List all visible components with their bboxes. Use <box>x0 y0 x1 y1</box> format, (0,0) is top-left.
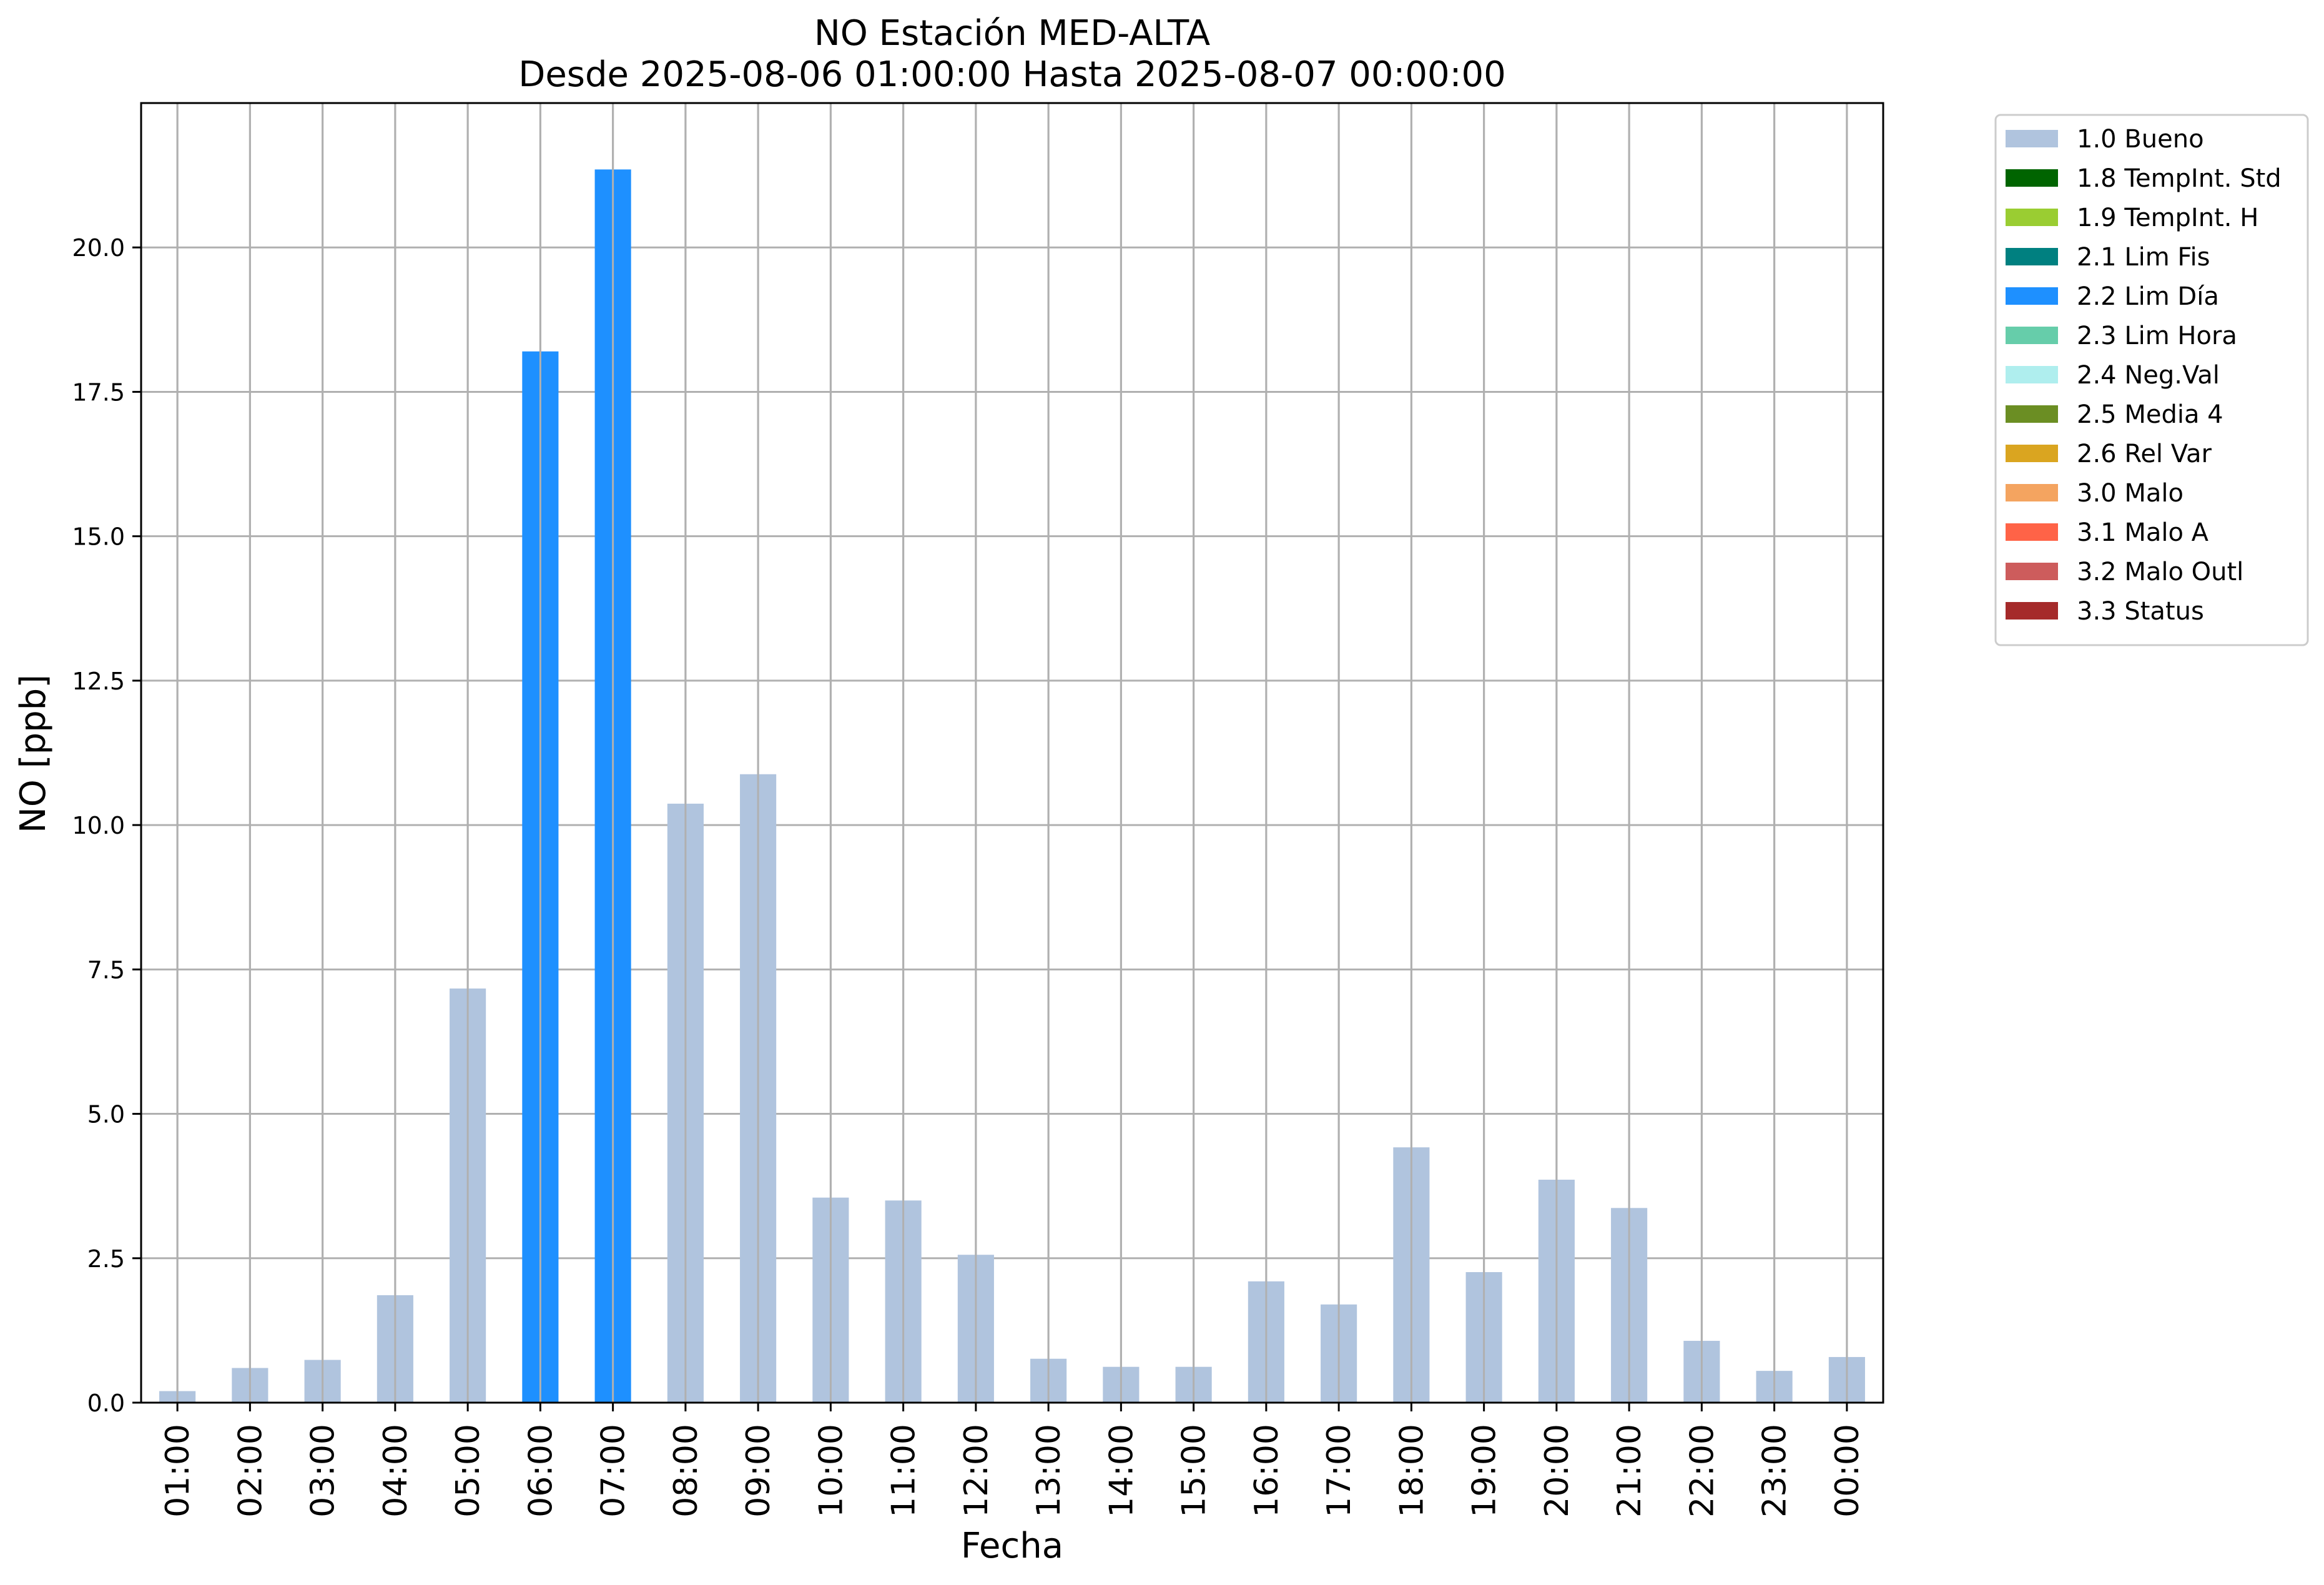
legend-swatch <box>2006 209 2058 226</box>
bars-layer <box>159 103 1865 1403</box>
y-tick-label: 15.0 <box>72 523 125 551</box>
legend-label: 3.0 Malo <box>2077 479 2184 508</box>
legend-label: 2.3 Lim Hora <box>2077 322 2237 350</box>
legend-label: 2.6 Rel Var <box>2077 440 2212 468</box>
legend-swatch <box>2006 523 2058 541</box>
x-tick-label: 03:00 <box>305 1424 342 1518</box>
legend-label: 2.2 Lim Día <box>2077 282 2219 311</box>
legend-swatch <box>2006 484 2058 501</box>
chart-subtitle: Desde 2025-08-06 01:00:00 Hasta 2025-08-… <box>518 54 1506 95</box>
x-axis-label: Fecha <box>961 1526 1063 1566</box>
x-tick-label: 16:00 <box>1248 1424 1286 1518</box>
axes-layer: 0.0 2.5 5.0 7.5 10.0 12.5 15.0 17.5 20.0 01:00 02:… <box>72 102 1884 1518</box>
x-tick-label: 19:00 <box>1466 1424 1504 1518</box>
x-tick-label: 00:00 <box>1829 1424 1866 1518</box>
y-tick-label: 20.0 <box>72 234 125 262</box>
x-tick-label: 17:00 <box>1321 1424 1358 1518</box>
y-tick-label: 0.0 <box>87 1390 125 1417</box>
y-tick-label: 12.5 <box>72 668 125 695</box>
y-tick-label: 17.5 <box>72 378 125 406</box>
x-tick-label: 23:00 <box>1756 1424 1794 1518</box>
x-tick-label: 08:00 <box>667 1424 705 1518</box>
legend-swatch <box>2006 563 2058 580</box>
x-tick-label: 14:00 <box>1103 1424 1140 1518</box>
legend-label: 1.0 Bueno <box>2077 125 2204 154</box>
y-tick-label: 7.5 <box>87 956 125 984</box>
legend-swatch <box>2006 248 2058 265</box>
legend-swatch <box>2006 602 2058 620</box>
y-tick-label: 10.0 <box>72 812 125 839</box>
legend-swatch <box>2006 327 2058 344</box>
legend-swatch <box>2006 366 2058 383</box>
x-tick-label: 05:00 <box>450 1424 487 1518</box>
legend-label: 2.5 Media 4 <box>2077 400 2223 429</box>
x-tick-label: 09:00 <box>740 1424 777 1518</box>
legend: 1.0 Bueno 1.8 TempInt. Std 1.9 TempInt. H 2… <box>1994 114 2309 646</box>
legend-swatch <box>2006 445 2058 462</box>
legend-swatch <box>2006 130 2058 147</box>
x-tick-label: 04:00 <box>377 1424 415 1518</box>
y-tick-label: 5.0 <box>87 1101 125 1128</box>
legend-swatch <box>2006 405 2058 423</box>
legend-label: 1.9 TempInt. H <box>2077 204 2258 232</box>
x-tick-label: 20:00 <box>1539 1424 1576 1518</box>
x-tick-label: 18:00 <box>1393 1424 1430 1518</box>
x-tick-label: 01:00 <box>159 1424 197 1518</box>
x-tick-label: 11:00 <box>885 1424 923 1518</box>
x-tick-label: 21:00 <box>1611 1424 1648 1518</box>
y-tick-label: 2.5 <box>87 1245 125 1273</box>
x-tick-label: 22:00 <box>1683 1424 1721 1518</box>
legend-swatch <box>2006 169 2058 187</box>
x-tick-label: 02:00 <box>232 1424 269 1518</box>
legend-label: 3.1 Malo A <box>2077 518 2209 547</box>
legend-label: 1.8 TempInt. Std <box>2077 164 2282 193</box>
chart-title: NO Estación MED-ALTA <box>814 13 1210 54</box>
legend-label: 2.4 Neg.Val <box>2077 361 2220 390</box>
legend-box <box>1994 114 2309 646</box>
legend-label: 3.3 Status <box>2077 597 2204 626</box>
y-axis-label: NO [ppb] <box>13 674 54 833</box>
x-tick-label: 07:00 <box>595 1424 633 1518</box>
x-tick-label: 13:00 <box>1030 1424 1068 1518</box>
plot-frame <box>140 102 1884 1404</box>
legend-label: 2.1 Lim Fis <box>2077 243 2210 272</box>
x-tick-label: 06:00 <box>522 1424 559 1518</box>
legend-label: 3.2 Malo Outl <box>2077 558 2243 586</box>
x-tick-label: 15:00 <box>1176 1424 1213 1518</box>
legend-swatch <box>2006 287 2058 305</box>
x-tick-label: 10:00 <box>812 1424 850 1518</box>
x-tick-label: 12:00 <box>958 1424 995 1518</box>
